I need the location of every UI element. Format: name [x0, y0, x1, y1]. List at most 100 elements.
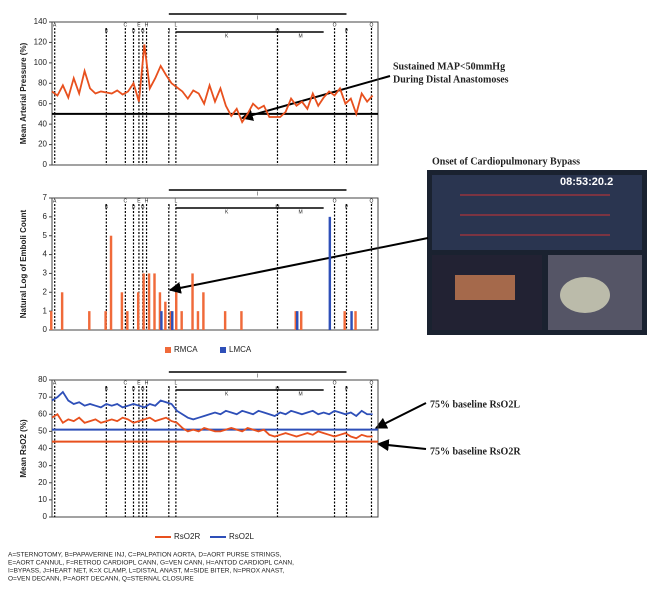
- event-label: C: [124, 22, 128, 28]
- event-label: H: [145, 22, 149, 28]
- event-label: E: [137, 22, 141, 28]
- event-label: J: [168, 386, 171, 392]
- event-label: L: [174, 22, 177, 28]
- annotation: Sustained MAP<50mmHg: [393, 61, 505, 72]
- bar: [350, 311, 353, 330]
- inset-title: Onset of Cardiopulmonary Bypass: [432, 156, 580, 167]
- y-tick-label: 60: [38, 409, 47, 418]
- y-tick-label: 140: [34, 17, 48, 26]
- y-tick-label: 0: [43, 325, 48, 334]
- bar: [240, 311, 243, 330]
- event-label: O: [333, 380, 337, 386]
- bar: [104, 311, 107, 330]
- y-tick-label: 20: [38, 478, 47, 487]
- y-tick-label: 20: [38, 140, 47, 149]
- y-tick-label: 5: [43, 231, 48, 240]
- plot-area: [51, 197, 379, 331]
- plot-area: [51, 379, 379, 518]
- bar: [296, 311, 299, 330]
- y-tick-label: 1: [43, 306, 48, 315]
- y-tick-label: 7: [43, 193, 48, 202]
- event-label: A: [53, 380, 57, 386]
- bar: [328, 216, 332, 330]
- event-label: H: [145, 198, 149, 204]
- monitor: [432, 175, 642, 250]
- footnote: I=BYPASS, J=HEART NET, K=X CLAMP, L=DIST…: [8, 568, 284, 575]
- event-label: E: [137, 198, 141, 204]
- bar: [354, 311, 357, 330]
- event-label: P: [345, 386, 349, 392]
- y-tick-label: 70: [38, 392, 47, 401]
- span-label: K: [225, 209, 229, 215]
- bar: [175, 292, 178, 330]
- event-label: P: [345, 204, 349, 210]
- bar: [171, 311, 174, 330]
- bar: [169, 311, 173, 330]
- y-tick-label: 0: [43, 160, 48, 169]
- event-label: A: [53, 22, 57, 28]
- legend-swatch: [220, 347, 226, 353]
- event-label: O: [333, 198, 337, 204]
- event-label: Q: [370, 198, 374, 204]
- event-label: D: [132, 28, 136, 34]
- series-line: [51, 413, 373, 440]
- bar: [180, 311, 183, 330]
- event-label: D: [132, 204, 136, 210]
- span-label: I: [257, 191, 258, 197]
- bar: [294, 311, 297, 330]
- bar: [88, 311, 91, 330]
- y-axis-label: Mean RsO2 (%): [19, 419, 28, 478]
- annotation: 75% baseline RsO2L: [430, 399, 520, 410]
- span-label: M: [298, 391, 302, 397]
- event-label: H: [145, 380, 149, 386]
- bar: [299, 311, 303, 330]
- event-label: C: [124, 380, 128, 386]
- y-tick-label: 60: [38, 99, 47, 108]
- series-line: [51, 390, 373, 421]
- event-label: P: [345, 28, 349, 34]
- bar: [158, 292, 162, 330]
- bar: [126, 311, 129, 330]
- y-tick-label: 80: [38, 78, 47, 87]
- event-label: O: [333, 22, 337, 28]
- clock: 08:53:20.2: [560, 176, 613, 188]
- bar: [343, 311, 346, 330]
- camera-light: [560, 277, 610, 313]
- y-tick-label: 120: [34, 38, 48, 47]
- span-label: I: [257, 373, 258, 379]
- bar: [147, 273, 151, 330]
- event-label: B: [105, 28, 109, 34]
- plot-area: [51, 21, 379, 166]
- legend-label: LMCA: [229, 345, 252, 354]
- y-tick-label: 80: [38, 375, 47, 384]
- event-label: C: [124, 198, 128, 204]
- bar: [153, 273, 156, 330]
- bar: [136, 292, 140, 330]
- y-tick-label: 100: [34, 58, 48, 67]
- span-label: K: [225, 391, 229, 397]
- span-label: I: [257, 15, 258, 21]
- y-tick-label: 40: [38, 119, 47, 128]
- y-tick-label: 0: [43, 512, 48, 521]
- annotation: During Distal Anastomoses: [393, 74, 509, 85]
- footnote: O=VEN DECANN, P=AORT DECANN, Q=STERNAL C…: [8, 576, 194, 583]
- legend-swatch: [165, 347, 171, 353]
- bar: [50, 311, 53, 330]
- event-label: A: [53, 198, 57, 204]
- y-tick-label: 30: [38, 461, 47, 470]
- y-tick-label: 50: [38, 426, 47, 435]
- y-tick-label: 10: [38, 495, 47, 504]
- y-axis-label: Natural Log of Emboli Count: [19, 209, 28, 318]
- span-label: M: [298, 209, 302, 215]
- series-line: [51, 44, 374, 125]
- bar: [196, 311, 200, 330]
- arrow: [240, 75, 391, 121]
- event-label: E: [137, 380, 141, 386]
- bar: [223, 311, 227, 330]
- annotation: 75% baseline RsO2R: [430, 446, 521, 457]
- span-label: K: [225, 33, 229, 39]
- event-label: J: [168, 28, 171, 34]
- bar: [160, 311, 163, 330]
- event-label: G: [141, 386, 145, 392]
